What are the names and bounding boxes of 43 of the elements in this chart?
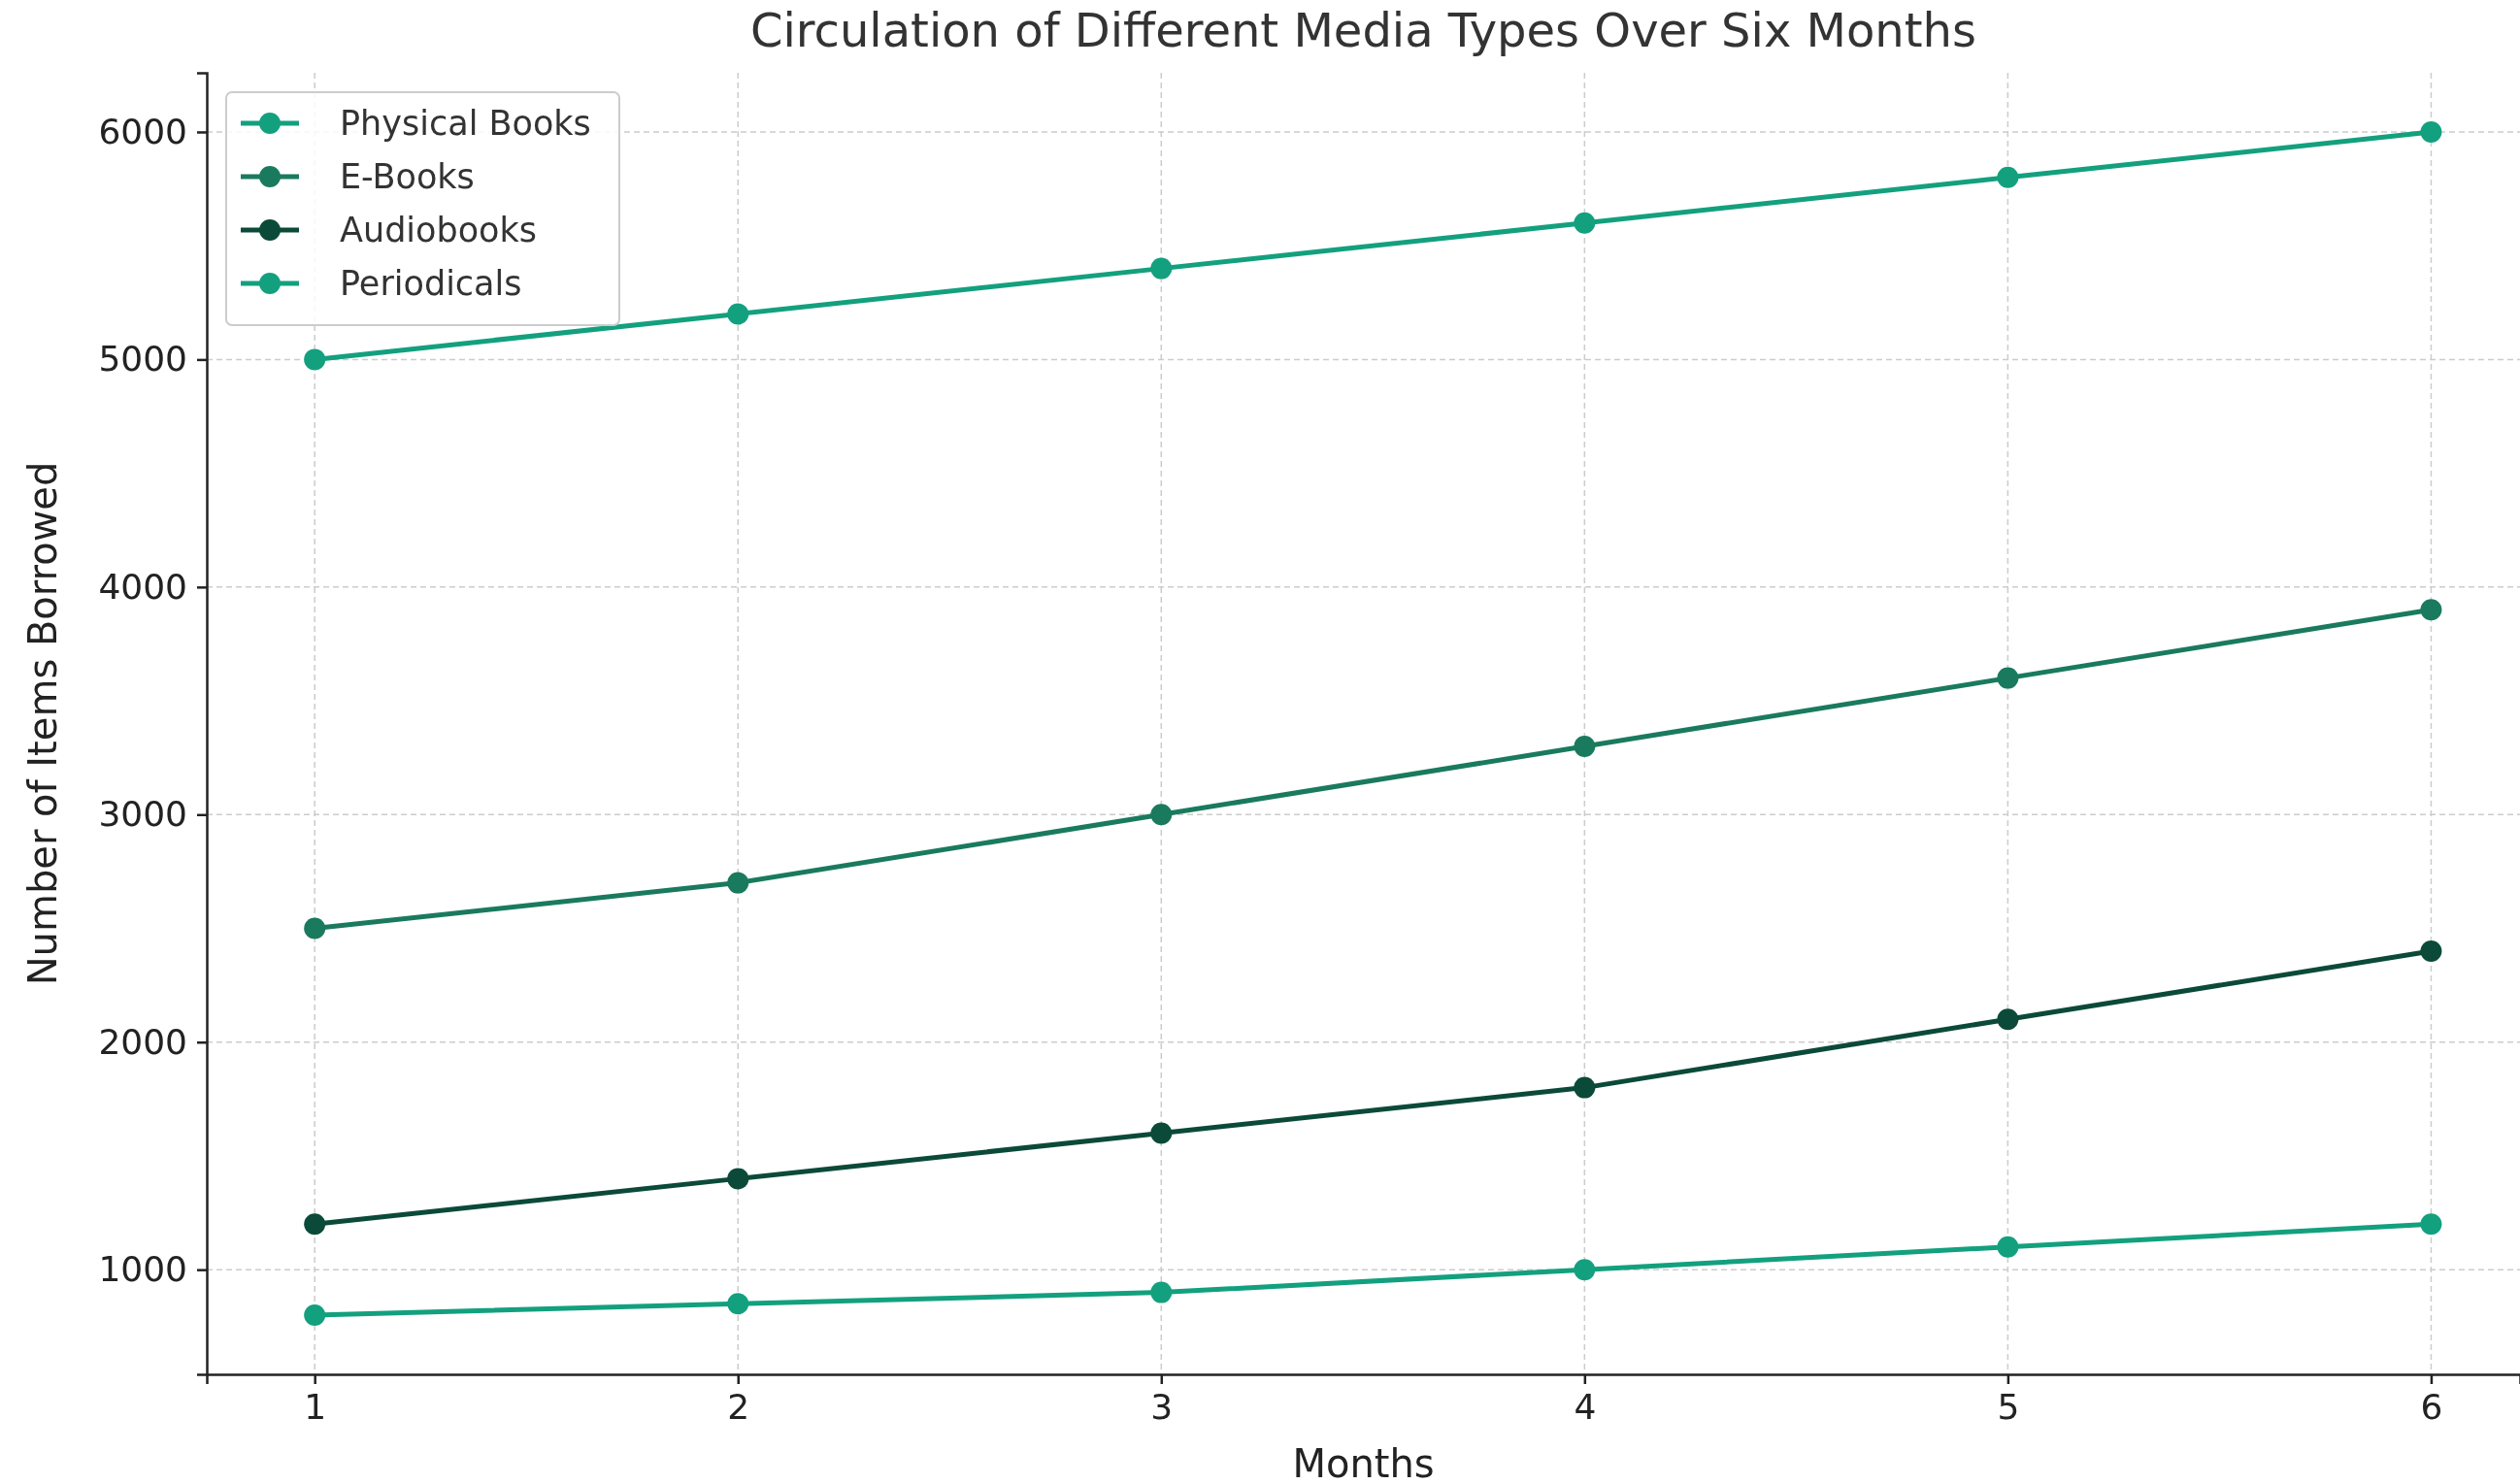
x-tick-label: 3 xyxy=(1150,1386,1174,1427)
point xyxy=(304,348,326,371)
point xyxy=(1574,735,1596,757)
legend-label: Physical Books xyxy=(340,104,591,143)
legend-label: Audiobooks xyxy=(340,211,538,249)
x-tick-label: 4 xyxy=(1574,1386,1597,1427)
point xyxy=(2420,940,2442,962)
point xyxy=(304,1304,326,1327)
x-tick-label: 5 xyxy=(1997,1386,2020,1427)
point xyxy=(1574,1259,1596,1281)
point xyxy=(1997,1236,2019,1258)
point xyxy=(727,303,749,325)
y-tick-label: 4000 xyxy=(98,566,187,607)
legend-label: Periodicals xyxy=(340,264,522,303)
x-axis-title: Months xyxy=(1292,1441,1435,1484)
y-tick-label: 6000 xyxy=(98,111,187,151)
point xyxy=(1574,212,1596,234)
point xyxy=(304,1213,326,1236)
x-tick-label: 6 xyxy=(2420,1386,2443,1427)
point xyxy=(727,1168,749,1190)
x-tick-label: 1 xyxy=(304,1386,327,1427)
point xyxy=(1150,804,1173,826)
point xyxy=(304,917,326,940)
point xyxy=(1150,1122,1173,1144)
point xyxy=(1997,667,2019,689)
chart-title: Circulation of Different Media Types Over Six Months xyxy=(750,3,1976,57)
point xyxy=(1997,166,2019,188)
y-tick-label: 5000 xyxy=(98,339,187,379)
point xyxy=(2420,120,2442,143)
point xyxy=(1150,1281,1173,1303)
point xyxy=(727,872,749,894)
y-tick-label: 1000 xyxy=(98,1249,187,1290)
legend-label: E-Books xyxy=(340,157,475,196)
y-tick-label: 2000 xyxy=(98,1021,187,1062)
point xyxy=(1574,1076,1596,1099)
point xyxy=(1997,1008,2019,1031)
x-tick-label: 2 xyxy=(727,1386,750,1427)
y-axis-title: Number of Items Borrowed xyxy=(20,461,65,986)
y-tick-label: 3000 xyxy=(98,794,187,835)
point xyxy=(2420,1213,2442,1236)
point xyxy=(1150,257,1173,280)
point xyxy=(727,1293,749,1315)
point xyxy=(2420,599,2442,621)
